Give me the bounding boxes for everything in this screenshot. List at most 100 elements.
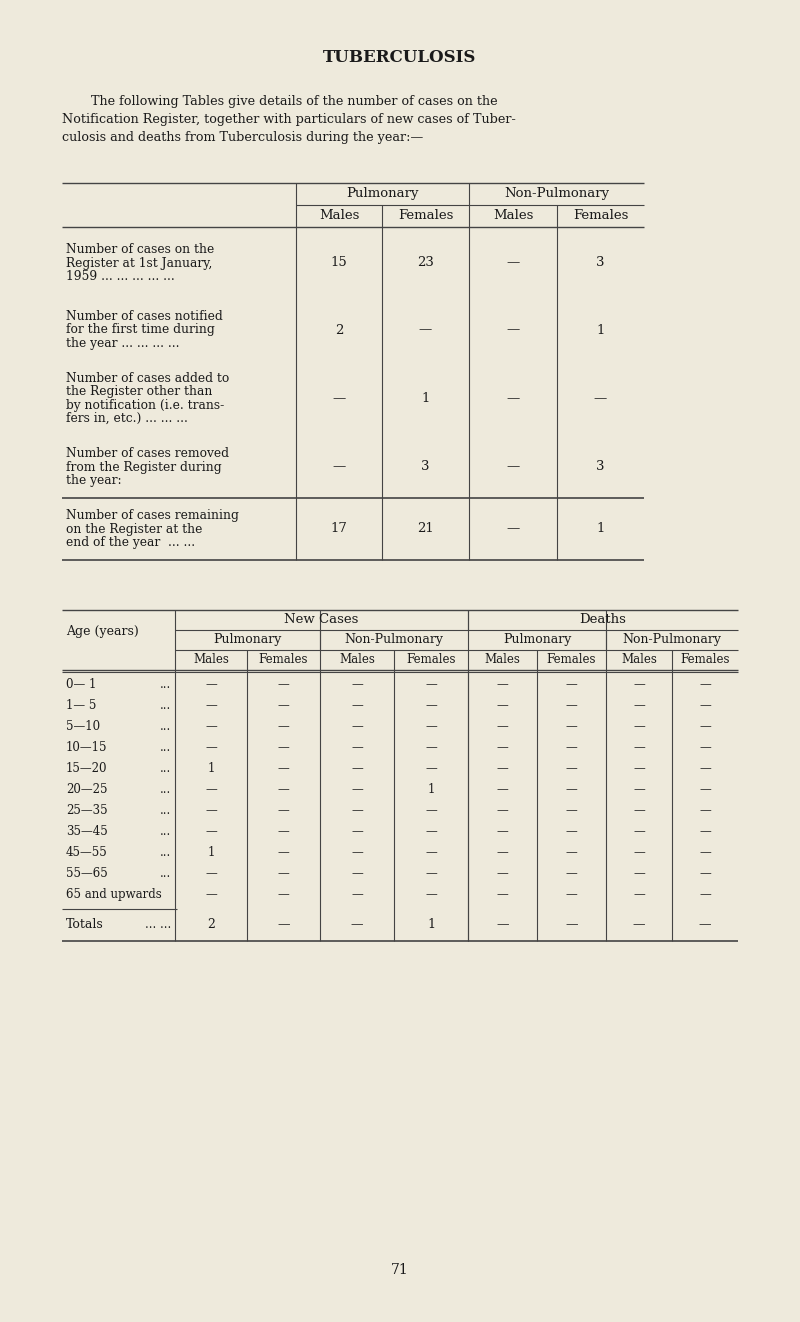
Text: —: — — [278, 742, 290, 754]
Text: —: — — [497, 888, 508, 902]
Text: 5—10: 5—10 — [66, 720, 100, 732]
Text: —: — — [351, 804, 363, 817]
Text: —: — — [278, 699, 290, 713]
Text: 21: 21 — [417, 522, 434, 535]
Text: —: — — [351, 867, 363, 880]
Text: —: — — [351, 888, 363, 902]
Text: —: — — [566, 888, 578, 902]
Text: —: — — [278, 888, 290, 902]
Text: —: — — [633, 867, 645, 880]
Text: —: — — [633, 846, 645, 859]
Text: —: — — [425, 846, 437, 859]
Text: —: — — [699, 846, 711, 859]
Text: —: — — [566, 678, 578, 691]
Text: 20—25: 20—25 — [66, 783, 107, 796]
Text: TUBERCULOSIS: TUBERCULOSIS — [323, 49, 477, 66]
Text: —: — — [566, 699, 578, 713]
Text: 3: 3 — [422, 460, 430, 473]
Text: —: — — [633, 804, 645, 817]
Text: Males: Males — [485, 653, 521, 666]
Text: —: — — [699, 783, 711, 796]
Text: —: — — [699, 678, 711, 691]
Text: Females: Females — [546, 653, 596, 666]
Text: 3: 3 — [596, 460, 605, 473]
Text: by notification (i.e. trans-: by notification (i.e. trans- — [66, 399, 224, 411]
Text: Females: Females — [680, 653, 730, 666]
Text: 71: 71 — [391, 1263, 409, 1277]
Text: —: — — [699, 742, 711, 754]
Text: —: — — [633, 720, 645, 732]
Text: —: — — [566, 720, 578, 732]
Text: 15: 15 — [330, 256, 347, 270]
Text: —: — — [497, 846, 508, 859]
Text: 1— 5: 1— 5 — [66, 699, 96, 713]
Text: —: — — [506, 393, 520, 405]
Text: —: — — [497, 699, 508, 713]
Text: culosis and deaths from Tuberculosis during the year:—: culosis and deaths from Tuberculosis dur… — [62, 131, 423, 144]
Text: —: — — [205, 867, 217, 880]
Text: —: — — [566, 742, 578, 754]
Text: —: — — [699, 825, 711, 838]
Text: 1: 1 — [207, 761, 214, 775]
Text: —: — — [278, 804, 290, 817]
Text: Males: Males — [493, 209, 533, 222]
Text: —: — — [497, 678, 508, 691]
Text: —: — — [205, 783, 217, 796]
Text: 1959 ... ... ... ... ...: 1959 ... ... ... ... ... — [66, 270, 174, 283]
Text: Number of cases remaining: Number of cases remaining — [66, 509, 239, 522]
Text: Females: Females — [406, 653, 456, 666]
Text: ...: ... — [160, 846, 171, 859]
Text: —: — — [278, 919, 290, 932]
Text: —: — — [205, 699, 217, 713]
Text: —: — — [332, 460, 346, 473]
Text: —: — — [497, 783, 508, 796]
Text: —: — — [278, 783, 290, 796]
Text: —: — — [633, 919, 646, 932]
Text: —: — — [698, 919, 711, 932]
Text: —: — — [633, 742, 645, 754]
Text: 2: 2 — [207, 919, 215, 932]
Text: 35—45: 35—45 — [66, 825, 108, 838]
Text: Deaths: Deaths — [579, 613, 626, 627]
Text: —: — — [699, 761, 711, 775]
Text: —: — — [566, 846, 578, 859]
Text: ...: ... — [160, 742, 171, 754]
Text: Pulmonary: Pulmonary — [503, 633, 571, 646]
Text: 15—20: 15—20 — [66, 761, 107, 775]
Text: —: — — [425, 678, 437, 691]
Text: —: — — [633, 825, 645, 838]
Text: —: — — [594, 393, 607, 405]
Text: —: — — [497, 742, 508, 754]
Text: ...: ... — [160, 867, 171, 880]
Text: Males: Males — [621, 653, 657, 666]
Text: —: — — [351, 699, 363, 713]
Text: Age (years): Age (years) — [66, 625, 138, 639]
Text: —: — — [506, 460, 520, 473]
Text: —: — — [425, 867, 437, 880]
Text: Notification Register, together with particulars of new cases of Tuber-: Notification Register, together with par… — [62, 112, 516, 126]
Text: end of the year  ... ...: end of the year ... ... — [66, 535, 195, 549]
Text: Totals: Totals — [66, 919, 104, 932]
Text: —: — — [566, 919, 578, 932]
Text: 65 and upwards: 65 and upwards — [66, 888, 162, 902]
Text: —: — — [419, 324, 432, 337]
Text: —: — — [506, 324, 520, 337]
Text: the Register other than: the Register other than — [66, 385, 212, 398]
Text: —: — — [633, 699, 645, 713]
Text: —: — — [425, 742, 437, 754]
Text: Number of cases notified: Number of cases notified — [66, 309, 222, 323]
Text: —: — — [497, 804, 508, 817]
Text: Non-Pulmonary: Non-Pulmonary — [345, 633, 443, 646]
Text: —: — — [278, 867, 290, 880]
Text: —: — — [351, 678, 363, 691]
Text: —: — — [699, 867, 711, 880]
Text: —: — — [278, 761, 290, 775]
Text: —: — — [497, 825, 508, 838]
Text: Females: Females — [398, 209, 453, 222]
Text: —: — — [566, 825, 578, 838]
Text: 1: 1 — [427, 919, 435, 932]
Text: —: — — [278, 846, 290, 859]
Text: —: — — [699, 804, 711, 817]
Text: —: — — [425, 804, 437, 817]
Text: from the Register during: from the Register during — [66, 460, 222, 473]
